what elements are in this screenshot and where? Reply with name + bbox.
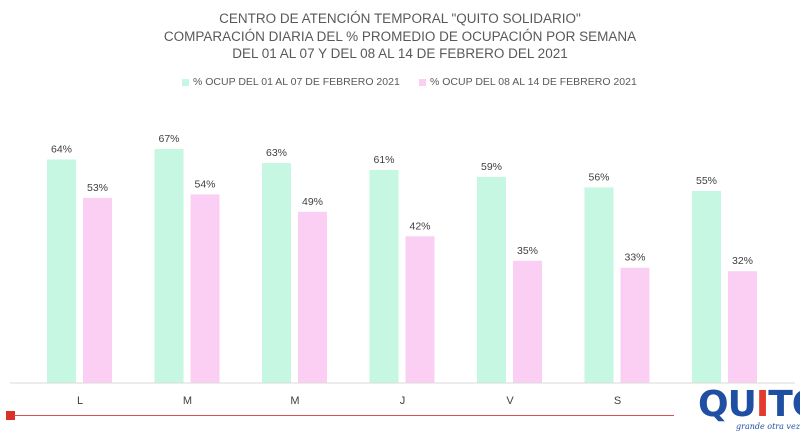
- bar-week2-5: [620, 267, 650, 383]
- chart-title: CENTRO DE ATENCIÓN TEMPORAL "QUITO SOLID…: [219, 11, 581, 26]
- footer-marker: [6, 411, 15, 420]
- legend-swatch-week2: [419, 78, 426, 86]
- data-label-week1-5: 56%: [588, 171, 609, 183]
- chart-subtitle-line-1: COMPARACIÓN DIARIA DEL % PROMEDIO DE OCU…: [163, 28, 637, 44]
- data-label-week2-6: 32%: [732, 255, 753, 267]
- data-label-week1-1: 67%: [158, 133, 179, 145]
- bar-week1-5: [584, 187, 614, 383]
- data-label-week1-6: 55%: [696, 175, 717, 187]
- bar-week2-3: [405, 236, 435, 383]
- data-label-week2-3: 42%: [409, 220, 430, 232]
- data-label-week1-0: 64%: [51, 143, 72, 155]
- data-label-week1-2: 63%: [266, 147, 287, 159]
- x-tick-label-3: J: [400, 395, 406, 407]
- legend-swatch-week1: [182, 78, 189, 86]
- bar-week1-0: [47, 159, 76, 383]
- data-label-week2-1: 54%: [194, 178, 215, 190]
- chart-legend: % OCUP DEL 01 AL 07 DE FEBRERO 2021 % OC…: [0, 76, 800, 92]
- logo-wordmark: QUITO: [698, 384, 800, 425]
- bars-group: [47, 149, 757, 383]
- bar-week2-6: [728, 271, 757, 383]
- data-label-week2-4: 35%: [517, 245, 538, 257]
- chart-subtitle-line-2: DEL 01 AL 07 Y DEL 08 AL 14 DE FEBRERO D…: [232, 46, 568, 61]
- bar-week2-1: [190, 194, 220, 383]
- x-tick-label-2: M: [290, 395, 299, 407]
- x-tick-label-4: V: [506, 395, 514, 407]
- data-label-week1-4: 59%: [481, 161, 502, 173]
- bar-week2-4: [513, 260, 542, 383]
- x-tick-label-1: M: [183, 395, 192, 407]
- chart-title-block: CENTRO DE ATENCIÓN TEMPORAL "QUITO SOLID…: [0, 10, 800, 63]
- bar-week1-1: [154, 149, 184, 383]
- bar-week2-2: [298, 211, 327, 383]
- bar-week1-2: [262, 162, 291, 383]
- bar-week1-3: [369, 169, 399, 383]
- legend-label-week1: % OCUP DEL 01 AL 07 DE FEBRERO 2021: [193, 76, 400, 88]
- data-labels-group: 64% 53% 67% 54% 63% 49% 61% 42% 59% 35% 56% 33% 55% 3…: [51, 133, 753, 267]
- legend-item-week2: % OCUP DEL 08 AL 14 DE FEBRERO 2021: [419, 76, 637, 88]
- legend-item-week1: % OCUP DEL 01 AL 07 DE FEBRERO 2021: [182, 76, 400, 88]
- bar-week1-4: [477, 176, 506, 383]
- data-label-week1-3: 61%: [373, 154, 394, 166]
- bar-week2-0: [83, 197, 112, 383]
- footer-line: [14, 415, 674, 416]
- x-tick-label-0: L: [77, 395, 83, 407]
- bar-week1-6: [692, 190, 721, 383]
- logo-tagline: grande otra vez: [736, 422, 800, 431]
- data-label-week2-0: 53%: [87, 182, 108, 194]
- data-label-week2-2: 49%: [302, 196, 323, 208]
- x-tick-label-5: S: [614, 395, 621, 407]
- data-label-week2-5: 33%: [624, 252, 645, 264]
- legend-label-week2: % OCUP DEL 08 AL 14 DE FEBRERO 2021: [430, 76, 637, 88]
- quito-logo: QUITO grande otra vez: [690, 384, 800, 436]
